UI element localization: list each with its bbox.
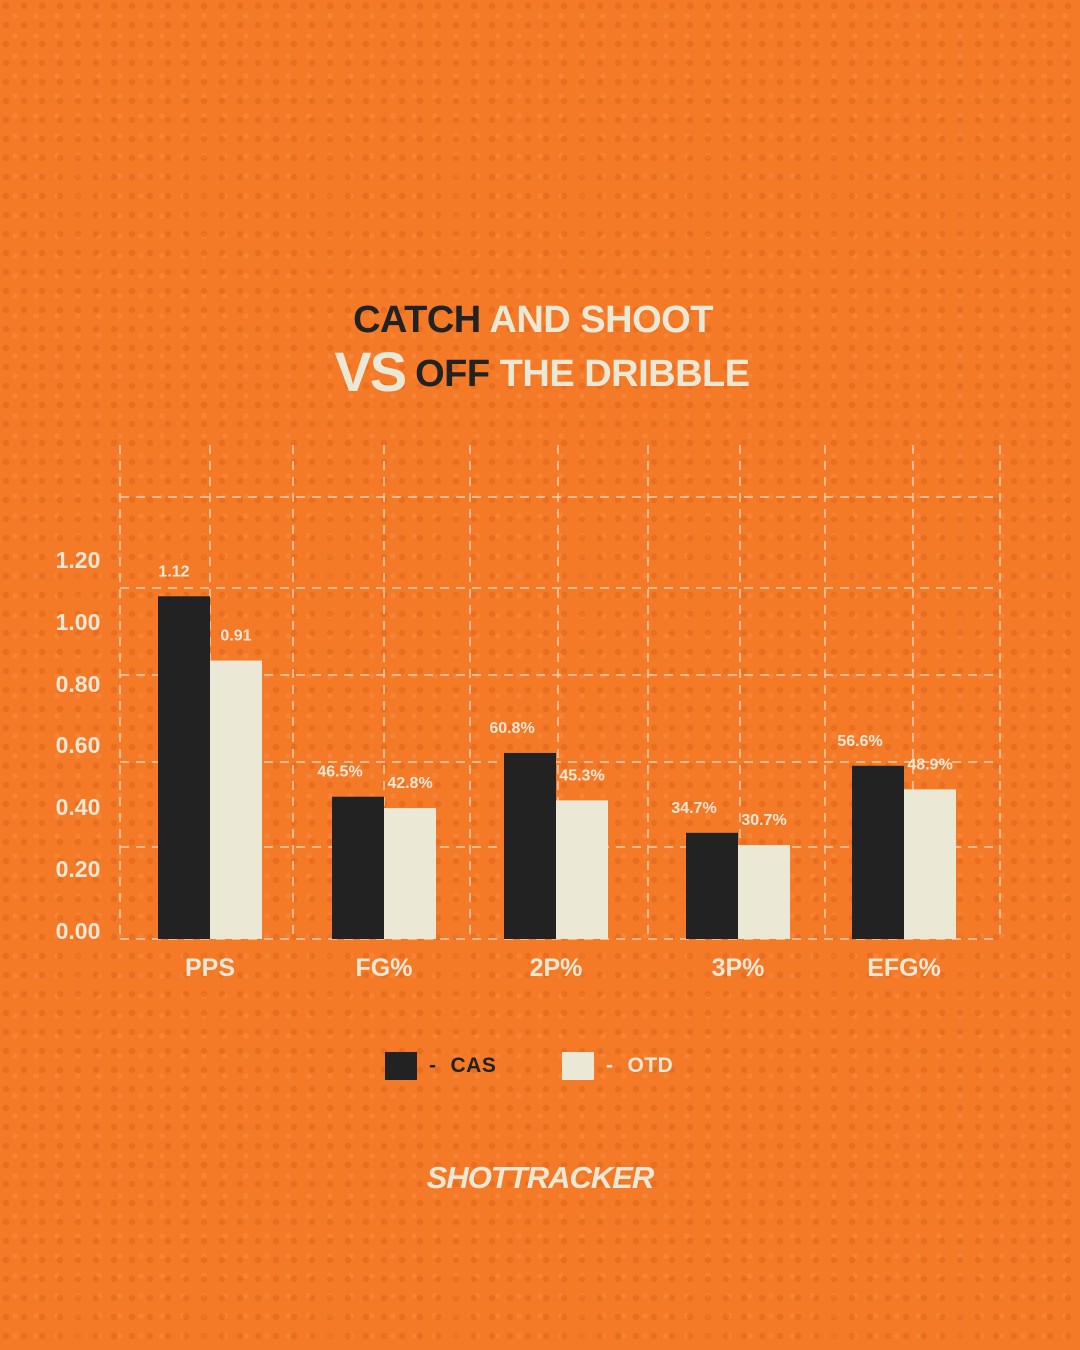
- bar-cas-2: [504, 752, 556, 939]
- data-label-cas-4: 56.6%: [837, 733, 882, 750]
- bar-otd-0: [210, 660, 262, 939]
- bar-cas-4: [852, 765, 904, 939]
- bar-cas-0: [158, 596, 210, 939]
- y-tick-label: 1.00: [56, 609, 101, 635]
- legend-label-otd: OTD: [627, 1054, 674, 1077]
- data-label-otd-2: 45.3%: [559, 767, 604, 784]
- data-label-otd-4: 48.9%: [907, 756, 952, 773]
- data-label-otd-0: 0.91: [220, 628, 251, 645]
- title-catch: CATCH: [353, 299, 481, 341]
- legend-item-otd: - OTD: [562, 1052, 673, 1080]
- bar-otd-2: [556, 800, 608, 939]
- title-off: OFF: [415, 353, 490, 395]
- data-label-otd-1: 42.8%: [387, 775, 432, 792]
- bar-chart: 0.00 0.20 0.40 0.60 0.80 1.00 1.20 1.12 0.91 46.…: [56, 445, 1001, 982]
- bar-cas-3: [686, 832, 738, 939]
- data-label-cas-2: 60.8%: [489, 720, 534, 737]
- y-tick-label: 0.40: [56, 794, 101, 820]
- bars: [158, 596, 956, 939]
- title-the-dribble: THE DRIBBLE: [499, 353, 750, 395]
- chart-title: CATCH AND SHOOT VS OFF THE DRIBBLE: [0, 298, 1080, 404]
- legend-dash-otd: -: [606, 1054, 614, 1077]
- bar-otd-4: [904, 789, 956, 939]
- x-category-label: 3P%: [712, 954, 765, 982]
- legend-item-cas: - CAS: [385, 1052, 496, 1080]
- legend-swatch-cas: [385, 1052, 417, 1080]
- legend-label-cas: CAS: [450, 1054, 497, 1077]
- bar-cas-1: [332, 796, 384, 939]
- x-category-label: PPS: [185, 954, 235, 982]
- bar-otd-3: [738, 845, 790, 939]
- data-label-cas-1: 46.5%: [317, 764, 362, 781]
- legend-swatch-otd: [562, 1052, 594, 1080]
- x-category-label: FG%: [356, 954, 413, 982]
- title-and-shoot: AND SHOOT: [489, 299, 713, 341]
- title-vs: VS: [334, 340, 407, 403]
- x-axis-categories: PPS FG% 2P% 3P% EFG%: [185, 954, 941, 982]
- data-labels: 1.12 0.91 46.5% 42.8% 60.8% 45.3% 34.7% 30.7% 56…: [158, 563, 952, 829]
- y-tick-label: 1.20: [56, 547, 101, 573]
- y-tick-label: 0.80: [56, 671, 101, 697]
- x-category-label: 2P%: [530, 954, 583, 982]
- data-label-otd-3: 30.7%: [741, 812, 786, 829]
- shottracker-logo: SHOTTRACKER: [426, 1160, 655, 1195]
- legend-dash-cas: -: [429, 1054, 437, 1077]
- y-tick-label: 0.60: [56, 732, 101, 758]
- y-axis-ticks: 0.00 0.20 0.40 0.60 0.80 1.00 1.20: [56, 547, 101, 944]
- data-label-cas-0: 1.12: [158, 563, 189, 580]
- y-tick-label: 0.00: [56, 918, 101, 944]
- x-category-label: EFG%: [867, 954, 941, 982]
- bar-otd-1: [384, 808, 436, 939]
- y-tick-label: 0.20: [56, 856, 101, 882]
- data-label-cas-3: 34.7%: [671, 800, 716, 817]
